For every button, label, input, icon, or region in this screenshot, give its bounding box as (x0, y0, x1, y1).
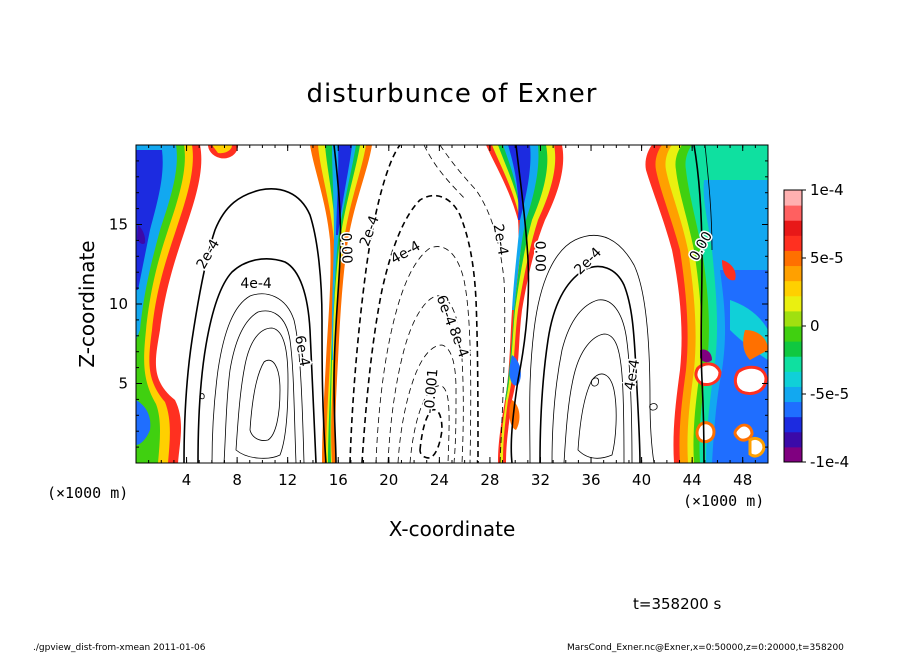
colorbar-swatch (784, 341, 802, 357)
y-units-note: (×1000 m) (47, 484, 128, 502)
colorbar-tick-label: -1e-4 (810, 453, 849, 471)
y-tick-label: 5 (118, 375, 128, 393)
contour-label: 0.00 (531, 241, 547, 272)
chart-title: disturbunce of Exner (307, 79, 598, 109)
colorbar-swatch (784, 356, 802, 372)
colorbar-swatch (784, 371, 802, 387)
colorbar-swatch (784, 205, 802, 221)
time-label: t=358200 s (633, 595, 721, 613)
colorbar-swatch (784, 310, 802, 327)
footer-left: ./gpview_dist-from-xmean 2011-01-06 (33, 643, 206, 653)
x-tick-label: 8 (232, 471, 242, 489)
y-tick-label: 10 (109, 295, 128, 313)
contour-label: 4e-4 (622, 358, 643, 392)
colorbar-swatch (784, 386, 802, 403)
colorbar-swatch (784, 446, 802, 463)
colorbar-tick-label: 1e-4 (810, 181, 844, 199)
x-tick-label: 16 (329, 471, 348, 489)
y-axis-label: Z-coordinate (75, 240, 99, 367)
colorbar-swatch (784, 190, 802, 206)
colorbar-tick-label: 5e-5 (810, 249, 844, 267)
x-tick-label: 12 (278, 471, 297, 489)
x-tick-label: 48 (733, 471, 752, 489)
colorbar-swatch (784, 295, 802, 312)
colorbar-swatch (784, 235, 802, 251)
colorbar-swatch (784, 431, 802, 448)
colorbar-labels: 1e-4 5e-5 0 -5e-5 -1e-4 (802, 181, 849, 471)
x-tick-label: 24 (430, 471, 449, 489)
x-tick-label: 20 (379, 471, 398, 489)
colorbar-tick-label: 0 (810, 317, 820, 335)
colorbar-swatch (784, 401, 802, 418)
y-axis-ticks: 5 10 15 (109, 144, 768, 464)
colorbar-tick-label: -5e-5 (810, 385, 849, 403)
x-tick-label: 40 (632, 471, 651, 489)
colorbar-swatch (784, 280, 802, 297)
y-tick-label: 15 (109, 216, 128, 234)
x-units-note: (×1000 m) (683, 492, 764, 510)
colorbar-swatch (784, 220, 802, 236)
contour-label: -0.001 (422, 368, 442, 414)
footer-right: MarsCond_Exner.nc@Exner,x=0:50000,z=0:20… (567, 643, 844, 653)
x-axis-ticks: 4 8 12 16 20 24 28 32 36 40 44 48 (135, 145, 769, 489)
x-tick-label: 44 (683, 471, 702, 489)
colorbar (784, 190, 802, 463)
contour-lines (183, 145, 713, 463)
colorbar-swatch (784, 326, 802, 342)
x-tick-label: 32 (531, 471, 550, 489)
colorbar-swatch (784, 250, 802, 267)
plot-area: 2e-44e-46e-40.00 2e-44e-46e-48e-4-0.0012e… (136, 145, 768, 463)
x-tick-label: 36 (581, 471, 600, 489)
x-axis-label: X-coordinate (389, 517, 516, 541)
colorbar-swatch (784, 265, 802, 282)
colorbar-swatch (784, 416, 802, 433)
contour-label: 4e-4 (240, 276, 272, 292)
x-tick-label: 28 (480, 471, 499, 489)
contour-label: 0.00 (337, 232, 354, 264)
x-tick-label: 4 (182, 471, 192, 489)
